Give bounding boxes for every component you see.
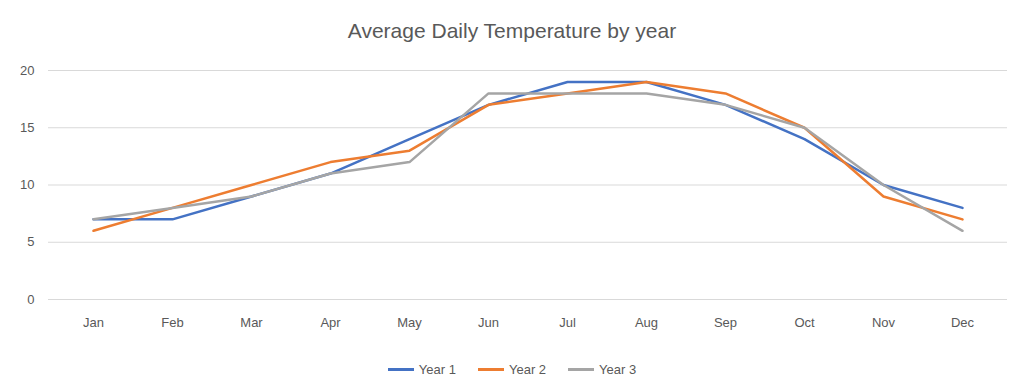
- svg-text:20: 20: [20, 63, 34, 78]
- svg-text:Jan: Jan: [83, 315, 104, 330]
- svg-text:Jun: Jun: [478, 315, 499, 330]
- svg-text:0: 0: [27, 292, 34, 307]
- html-text:Year 3: Year 3: [599, 361, 637, 377]
- html-text:Average Daily Temperature by y: Average Daily Temperature by year: [347, 19, 677, 42]
- svg-text:Nov: Nov: [872, 315, 896, 330]
- svg-text:Mar: Mar: [240, 315, 263, 330]
- svg-text:Apr: Apr: [320, 315, 341, 330]
- svg-text:Dec: Dec: [951, 315, 975, 330]
- svg-text:Aug: Aug: [635, 315, 658, 330]
- svg-text:May: May: [397, 315, 422, 330]
- svg-text:Oct: Oct: [794, 315, 815, 330]
- html-text:Year 1: Year 1: [418, 361, 456, 377]
- svg-text:5: 5: [27, 234, 34, 249]
- svg-text:Sep: Sep: [714, 315, 737, 330]
- svg-text:Feb: Feb: [161, 315, 183, 330]
- svg-text:15: 15: [20, 120, 34, 135]
- html-text:Year 2: Year 2: [508, 361, 546, 377]
- svg-text:Jul: Jul: [559, 315, 576, 330]
- svg-text:10: 10: [20, 177, 34, 192]
